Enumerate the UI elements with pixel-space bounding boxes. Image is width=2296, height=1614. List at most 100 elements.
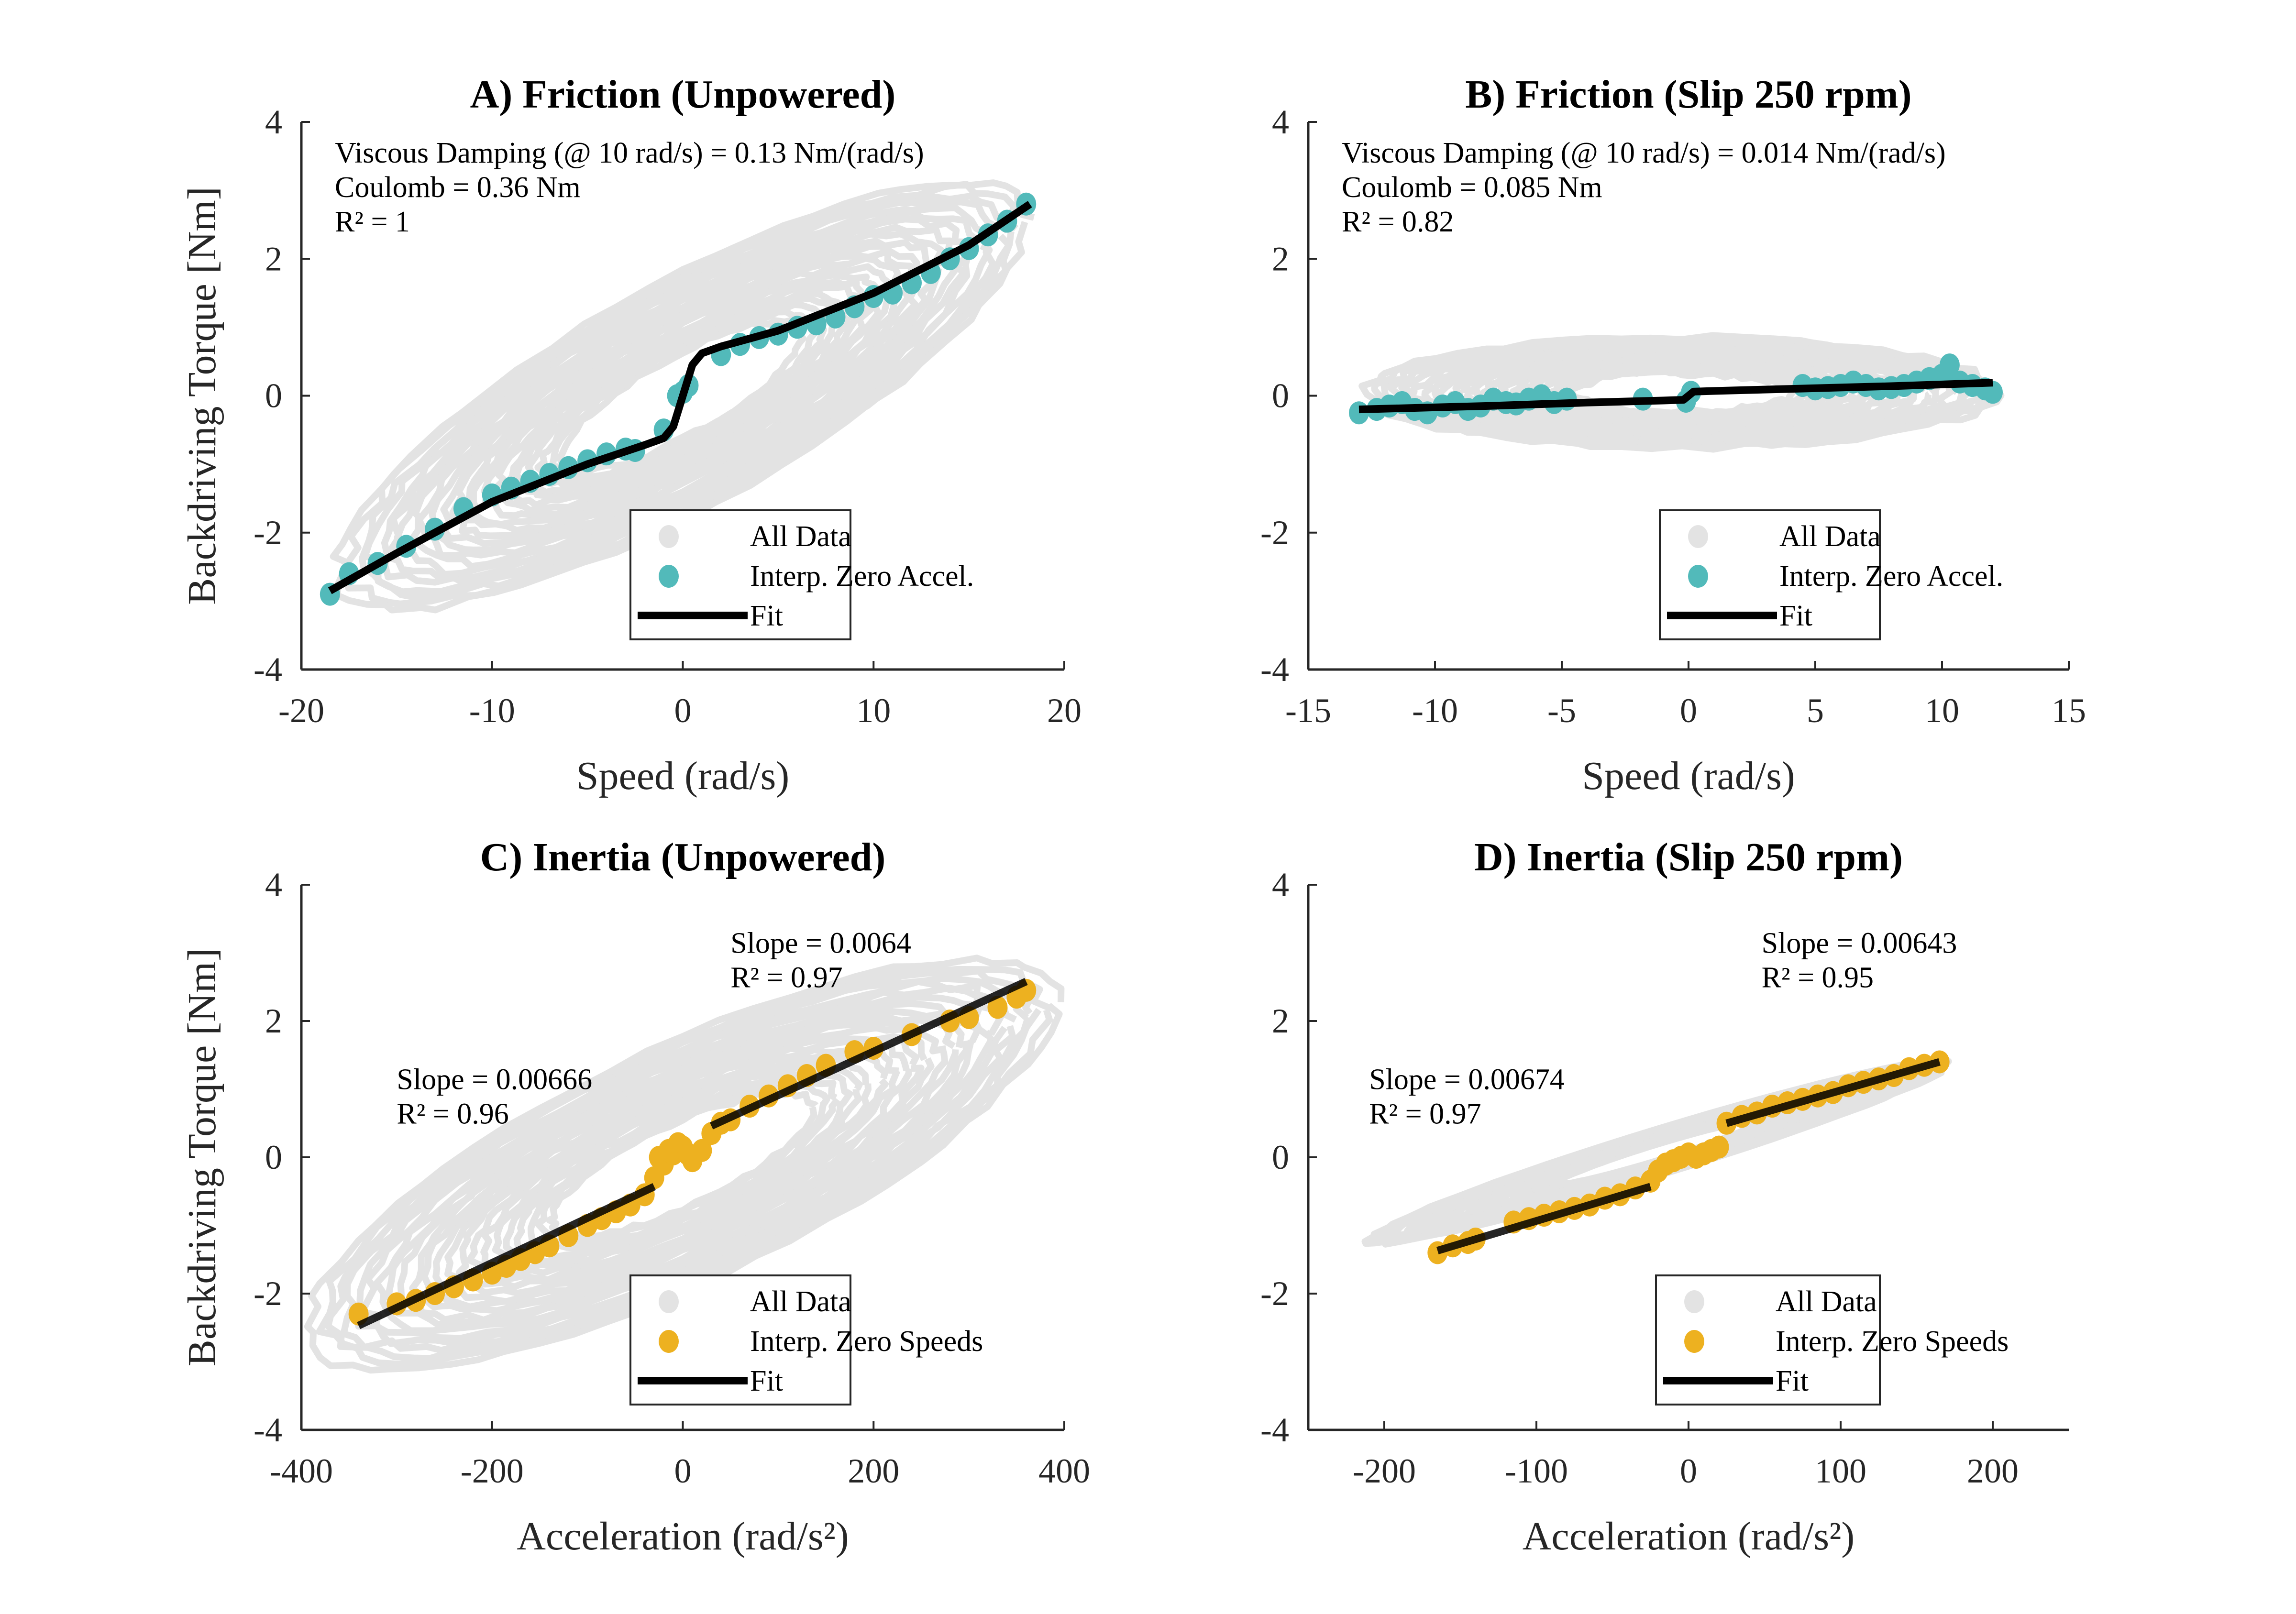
y-tick-label: 4 <box>265 866 282 904</box>
all-data-loop <box>340 975 1032 1354</box>
all-data-loop <box>409 1013 959 1314</box>
y-tick-label: 2 <box>1272 1002 1289 1040</box>
panel-c: -4 -2 0 2 4 -400 -200 0 200 400 C) Inertia (Unpowe… <box>180 835 1090 1559</box>
x-tick-label: 200 <box>848 1452 899 1490</box>
legend-points-marker <box>659 1330 679 1353</box>
x-tick-label: 0 <box>1680 1452 1697 1490</box>
data-point <box>987 996 1008 1019</box>
data-point <box>1709 1135 1729 1159</box>
fit-line <box>709 978 1028 1130</box>
annotation-text: Slope = 0.00666 <box>397 1064 592 1096</box>
data-point <box>1939 353 1960 377</box>
x-axis-label: Acceleration (rad/s²) <box>517 1514 849 1559</box>
y-tick-label: 0 <box>1272 1138 1289 1176</box>
y-tick-label: -2 <box>1260 1274 1289 1313</box>
annotation-text: R² = 0.96 <box>397 1098 508 1131</box>
x-tick-label: -400 <box>270 1452 333 1490</box>
legend-label: Interp. Zero Speeds <box>1776 1325 2009 1358</box>
y-axis-label: Backdriving Torque [Nm] <box>180 948 224 1366</box>
all-data-loop <box>1358 332 2005 453</box>
y-tick-label: 0 <box>265 377 282 415</box>
x-tick-label: -200 <box>1353 1452 1416 1490</box>
y-tick-label: 0 <box>265 1138 282 1176</box>
y-tick-label: -2 <box>254 514 282 552</box>
chart-title: C) Inertia (Unpowered) <box>480 835 886 879</box>
x-tick-label: 10 <box>856 692 891 730</box>
y-axis-label: Backdriving Torque [Nm] <box>180 187 224 604</box>
legend-all-data-marker <box>1684 1290 1704 1313</box>
y-tick-label: -4 <box>1260 650 1289 689</box>
all-data-loop <box>456 1037 913 1290</box>
x-tick-label: 5 <box>1807 692 1824 730</box>
all-data-loop <box>385 1000 982 1328</box>
legend-label: Interp. Zero Speeds <box>750 1325 983 1358</box>
x-tick-label: 20 <box>1047 692 1082 730</box>
x-tick-label: 0 <box>674 692 692 730</box>
annotation-text: R² = 0.97 <box>730 962 842 994</box>
fit-line <box>328 201 1032 594</box>
x-tick-label: -10 <box>469 692 515 730</box>
all-data-loop <box>316 964 1053 1368</box>
legend-label: Fit <box>750 600 783 632</box>
annotation-text: R² = 0.97 <box>1369 1098 1481 1131</box>
x-tick-label: 200 <box>1967 1452 2019 1490</box>
y-tick-label: 0 <box>1272 377 1289 415</box>
x-tick-label: -20 <box>278 692 324 730</box>
x-tick-label: -5 <box>1547 692 1576 730</box>
x-tick-label: -100 <box>1505 1452 1568 1490</box>
x-tick-label: 0 <box>674 1452 692 1490</box>
annotation-text: R² = 1 <box>335 206 410 238</box>
annotation-text: Slope = 0.00674 <box>1369 1064 1565 1096</box>
y-tick-label: 4 <box>1272 866 1289 904</box>
x-tick-label: 10 <box>1925 692 1959 730</box>
all-data-loop <box>444 1033 925 1296</box>
all-data-loop <box>304 955 1065 1374</box>
x-axis-label: Speed (rad/s) <box>576 754 790 798</box>
y-tick-label: 2 <box>265 1002 282 1040</box>
legend-all-data-marker <box>659 525 679 548</box>
x-axis-label: Acceleration (rad/s²) <box>1523 1514 1854 1559</box>
all-data-series <box>304 955 1065 1374</box>
annotation-text: Viscous Damping (@ 10 rad/s) = 0.13 Nm/(… <box>335 137 924 169</box>
legend: All Data Interp. Zero Speeds Fit <box>629 1274 983 1405</box>
legend-label: Interp. Zero Accel. <box>750 560 974 593</box>
all-data-loop <box>381 204 993 587</box>
y-tick-label: -2 <box>1260 514 1289 552</box>
x-tick-label: -15 <box>1285 692 1331 730</box>
axes: -4 -2 0 2 4 -400 -200 0 200 400 <box>254 866 1090 1490</box>
all-data-loop <box>440 243 921 547</box>
axes: -4 -2 0 2 4 -200 -100 0 100 200 <box>1260 866 2069 1490</box>
legend-all-data-marker <box>1688 525 1708 548</box>
chart-title: A) Friction (Unpowered) <box>470 72 896 117</box>
annotation-text: R² = 0.95 <box>1762 962 1874 994</box>
y-tick-label: -4 <box>254 1411 282 1449</box>
x-tick-label: 400 <box>1038 1452 1090 1490</box>
all-data-loop <box>480 1050 889 1277</box>
legend-label: All Data <box>750 520 851 553</box>
y-tick-label: 4 <box>1272 103 1289 141</box>
chart-title: B) Friction (Slip 250 rpm) <box>1465 72 1911 117</box>
legend-all-data-marker <box>659 1290 679 1313</box>
y-tick-label: 2 <box>1272 240 1289 278</box>
annotation-text: Slope = 0.0064 <box>730 927 911 960</box>
legend-label: All Data <box>1776 1285 1877 1318</box>
legend: All Data Interp. Zero Accel. Fit <box>1659 509 2003 640</box>
legend-label: Fit <box>1779 600 1812 632</box>
all-data-loop <box>373 994 995 1334</box>
x-tick-label: 15 <box>2052 692 2086 730</box>
x-tick-label: 100 <box>1815 1452 1866 1490</box>
all-data-loop <box>466 1043 901 1283</box>
chart-title: D) Inertia (Slip 250 rpm) <box>1474 835 1903 879</box>
annotation-text: Coulomb = 0.36 Nm <box>335 171 581 204</box>
legend-points-marker <box>1688 565 1708 588</box>
annotation-text: Viscous Damping (@ 10 rad/s) = 0.014 Nm/… <box>1342 137 1946 169</box>
fit-line <box>357 1183 656 1329</box>
fit-line <box>1725 1058 1941 1127</box>
y-tick-label: 2 <box>265 240 282 278</box>
panel-b: -4 -2 0 2 4 -15 -10 -5 0 5 10 15 B) Friction (Slip 2… <box>1260 72 2086 798</box>
legend-label: Interp. Zero Accel. <box>1779 560 2003 593</box>
x-tick-label: -10 <box>1412 692 1458 730</box>
